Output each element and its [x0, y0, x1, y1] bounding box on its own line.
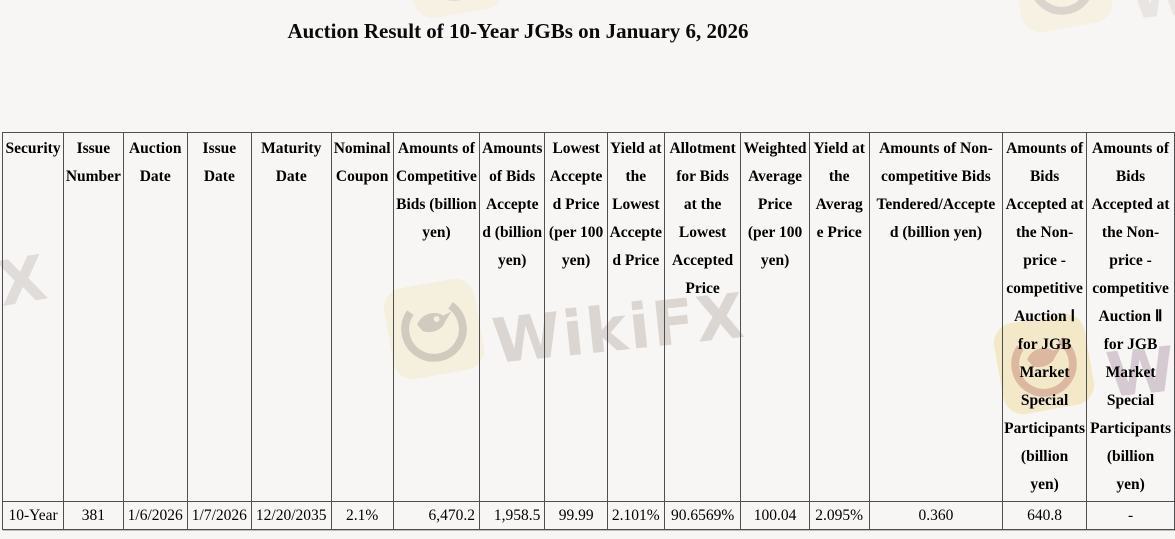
column-header-auction-1-accepted: Amounts of Bids Accepted at the Non- pri… [1002, 132, 1088, 502]
cell-allotment-lowest-price: 90.6569% [663, 501, 742, 530]
column-header-security: Security [1, 132, 65, 502]
column-header-yield-lowest-accepted-price: Yield at the Lowest Accepte d Price [606, 132, 665, 502]
cell-issue-number: 381 [63, 501, 124, 530]
cell-security: 10-Year [1, 501, 65, 530]
column-header-nominal-coupon: Nominal Coupon [330, 132, 394, 502]
wikifx-text-watermark-top-right: WikiFX [1125, 0, 1175, 34]
cell-competitive-bids-amount: 6,470.2 [392, 501, 481, 530]
column-header-maturity-date: Maturity Date [250, 132, 332, 502]
column-header-bids-accepted-amount: Amounts of Bids Accepte d (billion yen) [479, 132, 546, 502]
column-header-auction-date: Auction Date [122, 132, 188, 502]
column-header-weighted-average-price: Weighted Average Price (per 100 yen) [740, 132, 810, 502]
column-header-competitive-bids-amount: Amounts of Competitive Bids (billion yen… [392, 132, 481, 502]
cell-yield-average-price: 2.095% [808, 501, 870, 530]
cell-maturity-date: 12/20/2035 [250, 501, 332, 530]
table-row: 10-Year 381 1/6/2026 1/7/2026 12/20/2035 2.1%… [1, 501, 1175, 530]
cell-yield-lowest-accepted-price: 2.101% [606, 501, 665, 530]
cell-bids-accepted-amount: 1,958.5 [479, 501, 546, 530]
wikifx-eagle-icon [421, 0, 487, 1]
auction-table: Security Issue Number Auction Date Issue Da… [1, 132, 1175, 530]
cell-issue-date: 1/7/2026 [186, 501, 252, 530]
column-header-issue-date: Issue Date [186, 132, 252, 502]
column-header-lowest-accepted-price: Lowest Accepte d Price (per 100 yen) [544, 132, 608, 502]
cell-auction-1-accepted: 640.8 [1002, 501, 1088, 530]
column-header-auction-2-accepted: Amounts of Bids Accepted at the Non- pri… [1086, 132, 1175, 502]
page-title: Auction Result of 10-Year JGBs on Januar… [287, 19, 749, 44]
cell-non-competitive-bids: 0.360 [868, 501, 1004, 530]
column-header-non-competitive-bids: Amounts of Non- competitive Bids Tendere… [868, 132, 1004, 502]
cell-lowest-accepted-price: 99.99 [544, 501, 608, 530]
cell-nominal-coupon: 2.1% [330, 501, 394, 530]
cell-auction-2-accepted: - [1086, 501, 1175, 530]
table-body: 10-Year 381 1/6/2026 1/7/2026 12/20/2035 2.1%… [1, 501, 1175, 530]
cell-weighted-average-price: 100.04 [740, 501, 810, 530]
column-header-issue-number: Issue Number [63, 132, 124, 502]
cell-auction-date: 1/6/2026 [122, 501, 188, 530]
column-header-allotment-lowest-price: Allotment for Bids at the Lowest Accepte… [663, 132, 742, 502]
header-row: Security Issue Number Auction Date Issue Da… [1, 132, 1175, 502]
column-header-yield-average-price: Yield at the Averag e Price [808, 132, 870, 502]
